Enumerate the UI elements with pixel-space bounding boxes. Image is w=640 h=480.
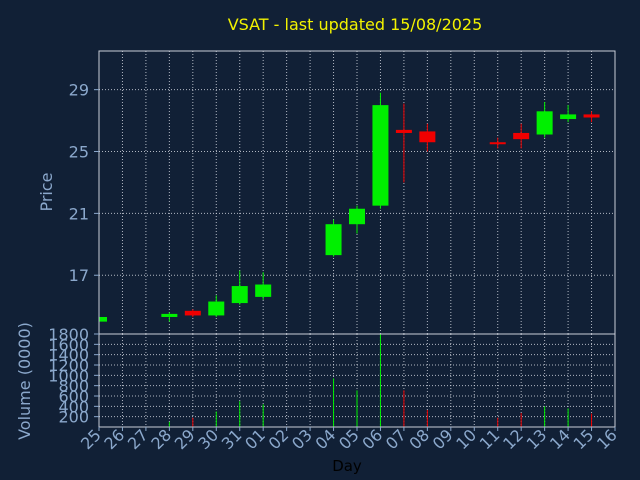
volume-tick-label: 800 <box>58 377 89 396</box>
candle-body <box>208 301 225 316</box>
volume-tick-label: 400 <box>58 397 89 416</box>
candle-body <box>513 132 530 140</box>
candle-body <box>536 111 553 135</box>
candle-body <box>255 284 272 297</box>
candle-body <box>231 286 248 304</box>
volume-tick-label: 1200 <box>48 356 89 375</box>
volume-tick-label: 1600 <box>48 335 89 354</box>
price-candles <box>98 92 600 324</box>
x-ticks: 2526272829303101020304050607080910111213… <box>77 425 621 453</box>
volume-tick-label: 1800 <box>48 325 89 344</box>
candle-body <box>161 313 178 317</box>
x-axis-label: Day <box>332 457 362 475</box>
volume-tick-label: 600 <box>58 387 89 406</box>
volume-bars <box>168 334 593 427</box>
price-axis-label: Price <box>37 172 56 211</box>
candle-body <box>560 114 577 120</box>
price-tick-label: 25 <box>69 143 89 162</box>
volume-tick-label: 1400 <box>48 346 89 365</box>
candle-body <box>372 105 389 206</box>
price-tick-label: 29 <box>69 81 89 100</box>
price-tick-label: 21 <box>69 204 89 223</box>
candle-body <box>99 316 107 322</box>
price-tick-label: 17 <box>69 266 89 285</box>
candle-body <box>349 208 365 225</box>
candle-body <box>395 129 412 133</box>
chart-title: VSAT - last updated 15/08/2025 <box>228 15 483 34</box>
volume-axis-label: Volume (0000) <box>15 322 34 440</box>
candle-body <box>489 142 506 145</box>
volume-tick-label: 200 <box>58 408 89 427</box>
candle-body <box>583 114 600 118</box>
price-y-ticks: 17 21 25 29 <box>69 81 99 285</box>
candle-body <box>419 131 436 143</box>
volume-tick-label: 1000 <box>48 366 89 385</box>
candle-body <box>325 224 342 256</box>
candle-body <box>184 310 201 316</box>
